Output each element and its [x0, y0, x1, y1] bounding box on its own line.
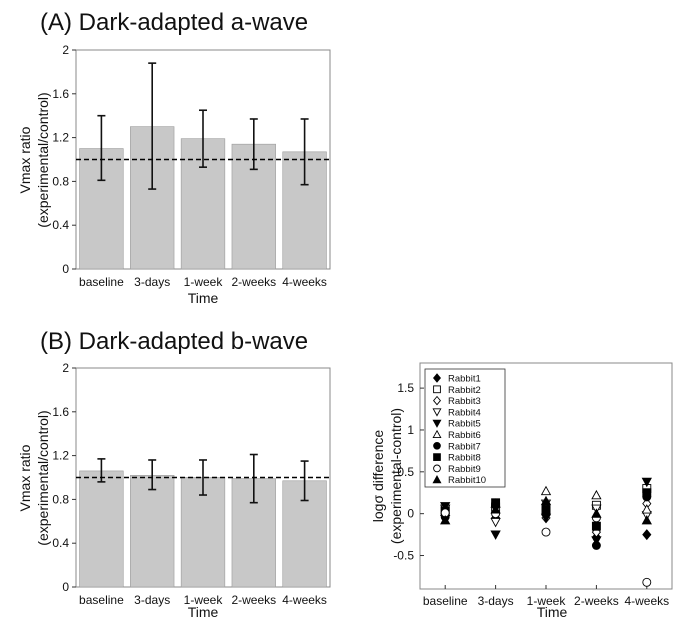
panel-b-x-tick-label: 3-days [134, 593, 170, 607]
panel-b-y-axis-label-line2: (experimental/control) [35, 410, 51, 545]
panel-c-x-tick-label: baseline [423, 594, 468, 608]
panel-c-point-rabbit8 [541, 505, 551, 514]
panel-c-y-tick-label: 0 [407, 507, 414, 521]
panel-c-point-rabbit6 [641, 504, 652, 514]
panel-c-legend-marker [433, 385, 441, 394]
panel-c-chart: -0.5 0 0.5 1 1.5 baseline 3-days 1-week 2-weeks 4… [370, 362, 673, 620]
panel-b-x-tick-label: baseline [79, 593, 124, 607]
panel-a-x-tick-label: baseline [79, 275, 124, 289]
panel-a-x-axis-label: Time [188, 290, 219, 306]
panel-b-x-tick-label: 1-week [184, 593, 224, 607]
panel-a-y-tick-label: 1.2 [52, 131, 69, 145]
panel-c-legend-marker [433, 395, 441, 406]
panel-c-legend-marker [432, 429, 442, 439]
panel-c-point-rabbit6 [591, 489, 602, 500]
panel-c-legend-label: Rabbit7 [448, 441, 481, 452]
panel-b-y-axis-label-line1: Vmax ratio [17, 444, 33, 511]
panel-c-point-rabbit1 [642, 529, 652, 541]
panel-c-legend-label: Rabbit6 [448, 430, 481, 441]
panel-b-y-tick-label: 0.4 [52, 536, 69, 550]
panel-c-x-tick-label: 4-weeks [624, 594, 669, 608]
panel-c-x-tick-label: 1-week [527, 594, 567, 608]
panel-c-y-tick-label: 1.5 [397, 381, 414, 395]
panel-b-bar [79, 470, 124, 588]
panel-c-legend-label: Rabbit4 [448, 407, 481, 418]
panel-c-legend-label: Rabbit1 [448, 374, 481, 385]
panel-c-x-tick-label: 2-weeks [574, 594, 619, 608]
panel-b-x-axis-label: Time [188, 604, 219, 620]
panel-c-y-axis-label-line2: (experimental-control) [388, 408, 404, 544]
panel-c-y-axis-label: logσ difference (experimental-control) [370, 408, 404, 544]
panel-c-point-rabbit8 [642, 488, 652, 498]
panel-b-chart: (B) Dark-adapted b-wave 0 0.4 0.8 1.2 1.6 2 ba… [17, 328, 331, 620]
panel-c-point-rabbit5 [591, 536, 602, 546]
panel-b-title: (B) Dark-adapted b-wave [40, 328, 308, 355]
panel-c-y-tick-label: 1 [407, 423, 414, 437]
panel-c-y-tick-label: 0.5 [397, 465, 414, 479]
panel-a-y-tick-label: 0 [62, 262, 69, 276]
panel-c-point-rabbit10 [641, 515, 652, 525]
panel-c-legend-label: Rabbit2 [448, 385, 481, 396]
panel-b-x-tick-label: 2-weeks [231, 593, 276, 607]
panel-c-legend: Rabbit1Rabbit2Rabbit3Rabbit4Rabbit5Rabbi… [424, 368, 506, 488]
panel-c-legend-marker [433, 464, 441, 473]
panel-a-y-axis-label: Vmax ratio (experimental/control) [17, 92, 51, 227]
panel-c-legend-marker [432, 408, 442, 417]
panel-c-point-rabbit10 [540, 495, 552, 506]
panel-b-y-axis-label: Vmax ratio (experimental/control) [17, 410, 51, 545]
panel-c-legend-label: Rabbit5 [448, 419, 481, 430]
panel-b-y-tick-label: 0.8 [52, 492, 69, 506]
panel-a-y-axis-label-line2: (experimental/control) [35, 92, 51, 227]
panel-c-legend-label: Rabbit8 [448, 453, 481, 464]
panel-a-chart: (A) Dark-adapted a-wave 0 0.4 0.8 1.2 1.6 2 ba… [17, 9, 331, 306]
panel-c-legend-marker [433, 441, 441, 450]
panel-c-x-axis-label: Time [537, 604, 568, 620]
panel-c-legend-marker [433, 453, 441, 461]
panel-c-legend-label: Rabbit3 [448, 396, 481, 407]
panel-c-point-rabbit10 [440, 515, 451, 525]
panel-b-bar [130, 475, 175, 588]
panel-c-x-tick-label: 3-days [478, 594, 514, 608]
panel-c-y-tick-label: -0.5 [393, 549, 414, 563]
panel-a-x-tick-label: 2-weeks [231, 275, 276, 289]
panel-a-x-tick-label: 1-week [184, 275, 224, 289]
panel-b-x-tick-label: 4-weeks [282, 593, 327, 607]
panel-a-y-tick-label: 1.6 [52, 87, 69, 101]
panel-c-legend-label: Rabbit10 [448, 475, 486, 486]
panel-c-point-rabbit9 [642, 577, 652, 587]
panel-c-point-rabbit9 [541, 527, 551, 537]
panel-c-point-rabbit8 [591, 521, 601, 531]
panel-c-legend-marker [432, 419, 442, 428]
panel-b-y-tick-label: 1.2 [52, 449, 69, 463]
panel-b-y-tick-label: 2 [62, 361, 69, 375]
panel-a-title: (A) Dark-adapted a-wave [40, 9, 308, 36]
panel-c-point-rabbit4 [490, 517, 501, 528]
panel-c-point-rabbit5 [440, 502, 451, 512]
panel-c-legend-marker [432, 475, 442, 484]
panel-b-y-tick-label: 1.6 [52, 405, 69, 419]
panel-c-legend-marker [433, 373, 441, 383]
panel-c-y-axis-label-line1: logσ difference [370, 430, 386, 523]
panel-b-y-tick-label: 0 [62, 580, 69, 594]
panel-c-point-rabbit5 [490, 530, 501, 540]
panel-c-point-rabbit7 [591, 541, 601, 550]
panel-c-legend-label: Rabbit9 [448, 464, 481, 475]
panel-c-point-rabbit5 [641, 477, 652, 488]
panel-a-y-tick-label: 0.8 [52, 174, 69, 188]
panel-c-point-rabbit6 [540, 485, 552, 496]
panel-c-point-rabbit10 [591, 508, 602, 518]
panel-a-y-tick-label: 2 [62, 43, 69, 57]
panel-c-point-rabbit10 [490, 504, 501, 514]
panel-a-x-tick-label: 3-days [134, 275, 170, 289]
panel-a-x-tick-label: 4-weeks [282, 275, 327, 289]
panel-a-y-tick-label: 0.4 [52, 218, 69, 232]
panel-a-y-axis-label-line1: Vmax ratio [17, 126, 33, 193]
